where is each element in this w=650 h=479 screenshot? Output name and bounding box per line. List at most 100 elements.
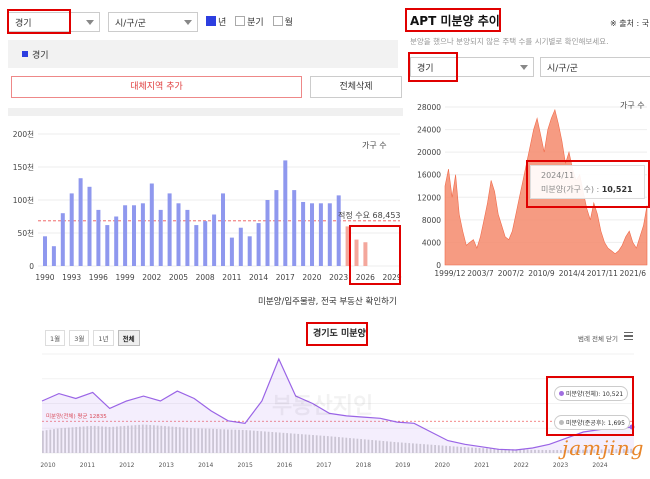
- bar: [275, 432, 277, 453]
- dot-icon: [559, 391, 564, 396]
- period-month[interactable]: 월: [272, 16, 293, 28]
- bar: [82, 426, 85, 453]
- x-tick-label: 2014: [198, 462, 213, 469]
- y-tick-label: 20000: [417, 148, 441, 157]
- bar: [482, 448, 485, 453]
- bar: [371, 440, 374, 453]
- x-tick-label: 2020: [302, 273, 321, 282]
- bar: [238, 429, 240, 453]
- bar: [301, 434, 303, 453]
- bar: [274, 190, 279, 266]
- bar: [400, 442, 403, 453]
- footer-link[interactable]: 미분양/입주물량, 전국 부동산 확인하기: [258, 297, 397, 307]
- bar: [149, 183, 154, 266]
- bar: [508, 449, 510, 453]
- series-area: [42, 359, 634, 453]
- right-city-select[interactable]: 시/구/군: [540, 57, 650, 77]
- y-tick-label: 8000: [422, 216, 441, 225]
- period-quarter[interactable]: 분기: [235, 16, 264, 28]
- range-buttons: 1월 3월 1년 전체: [45, 330, 140, 346]
- legend-after-completion[interactable]: 미분양(준공후): 1,695: [554, 415, 630, 430]
- bar: [597, 449, 599, 453]
- range-1m-button[interactable]: 1월: [45, 330, 66, 346]
- bar: [626, 448, 629, 453]
- tooltip-highlight-box: [526, 160, 650, 208]
- checkbox-icon: [235, 16, 246, 26]
- bar: [219, 429, 222, 453]
- bar: [119, 426, 122, 453]
- bar: [278, 432, 281, 453]
- average-line-label: 미분양(전체) 평균 12835: [46, 412, 107, 420]
- y-tick-label: 12000: [417, 193, 441, 202]
- bar: [530, 449, 533, 453]
- region-select[interactable]: 경기: [8, 12, 100, 32]
- x-tick-label: 2017/11: [587, 269, 618, 278]
- x-tick-label: 2002: [142, 273, 161, 282]
- x-tick-label: 2029: [383, 273, 402, 282]
- menu-icon[interactable]: [624, 332, 633, 340]
- y-tick-label: 28000: [417, 103, 441, 112]
- bar: [497, 448, 499, 453]
- selected-region-bar: 경기: [8, 40, 398, 68]
- panel-title: APT 미분양 추이: [410, 14, 500, 28]
- bar: [45, 430, 48, 453]
- bar: [140, 203, 145, 266]
- bar: [204, 428, 207, 453]
- bar: [289, 433, 292, 453]
- bar-chart-legend: 가구 수: [362, 141, 387, 150]
- selected-region-tag[interactable]: 경기: [32, 51, 49, 61]
- bar: [167, 193, 172, 266]
- delete-all-button[interactable]: 전체삭제: [310, 76, 402, 98]
- color-square-icon: [22, 51, 28, 57]
- bar: [283, 160, 288, 266]
- add-compare-region-button[interactable]: 대체지역 추가: [11, 76, 302, 98]
- bar: [382, 440, 385, 453]
- bar: [156, 425, 159, 453]
- x-tick-label: 2017: [276, 273, 295, 282]
- bar: [215, 429, 218, 453]
- bar: [589, 449, 592, 453]
- bar: [567, 449, 570, 453]
- bar: [141, 424, 144, 453]
- bar: [437, 445, 440, 453]
- bar: [64, 427, 66, 453]
- bar: [267, 431, 270, 453]
- period-options: 년 분기 월: [206, 15, 293, 28]
- x-tick-label: 1996: [89, 273, 108, 282]
- bar: [176, 203, 181, 266]
- bar: [256, 430, 259, 453]
- range-all-button[interactable]: 전체: [117, 330, 140, 346]
- bar: [393, 441, 396, 453]
- legend-total[interactable]: 미분양(전체): 10,521: [554, 386, 629, 401]
- bar: [75, 427, 78, 453]
- y-tick-label: 4000: [422, 238, 441, 247]
- bar: [245, 430, 248, 453]
- bar: [574, 449, 577, 453]
- range-3m-button[interactable]: 3월: [69, 330, 90, 346]
- city-select[interactable]: 시/구/군: [108, 12, 198, 32]
- bar: [452, 446, 455, 453]
- bar: [56, 428, 59, 453]
- x-tick-label: 2011: [222, 273, 241, 282]
- bar: [412, 443, 414, 453]
- bar: [338, 437, 340, 453]
- range-1y-button[interactable]: 1년: [93, 330, 114, 346]
- bar: [367, 439, 370, 453]
- bar: [234, 429, 237, 453]
- x-tick-label: 2017: [316, 462, 331, 469]
- bar: [286, 433, 288, 453]
- x-tick-label: 2005: [169, 273, 188, 282]
- period-year[interactable]: 년: [206, 16, 226, 28]
- tooltip-body: 미분양(가구 수) : 10,521: [541, 184, 633, 195]
- bar: [212, 214, 217, 266]
- bar: [108, 426, 111, 453]
- bar: [354, 239, 359, 266]
- x-tick-label: 2026: [356, 273, 375, 282]
- close-all-legend-button[interactable]: 범례 전체 닫기: [578, 335, 619, 343]
- x-tick-label: 2008: [196, 273, 215, 282]
- bar: [86, 426, 89, 453]
- bottom-chart-title: 경기도 미분양: [313, 329, 366, 339]
- bar: [312, 435, 314, 453]
- right-region-select[interactable]: 경기: [410, 57, 534, 77]
- legend-box: 미분양(전체): 10,521 미분양(준공후): 1,695: [548, 379, 632, 435]
